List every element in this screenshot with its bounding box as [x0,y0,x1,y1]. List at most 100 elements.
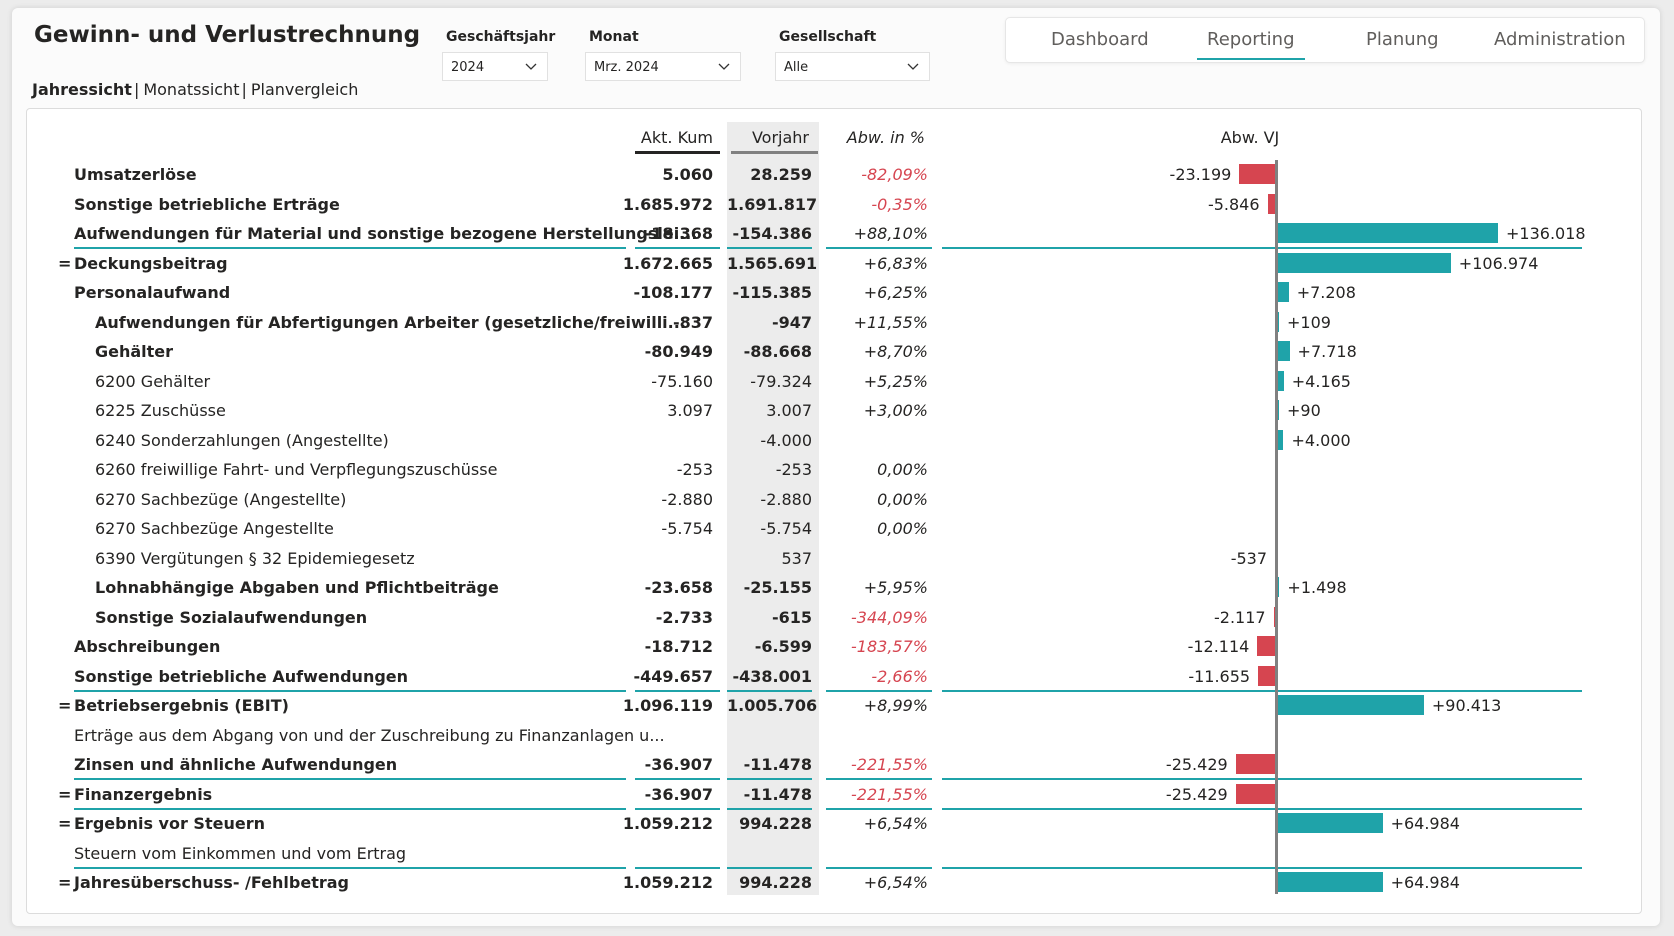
variance-bar[interactable] [1257,636,1277,656]
variance-bar[interactable] [1235,754,1277,774]
nav-dashboard[interactable]: Dashboard [1051,29,1149,50]
variance-bar[interactable] [1258,666,1277,686]
variance-bar[interactable] [1277,430,1284,450]
table-row[interactable]: = Finanzergebnis -36.907 -11.478 -221,55% -25… [0,780,1674,810]
table-row[interactable]: 6270 Sachbezüge (Angestellte) -2.880 -2.88… [0,485,1674,514]
table-row[interactable]: 6390 Vergütungen § 32 Epidemiegesetz 537 -… [0,544,1674,573]
table-row[interactable]: 6260 freiwillige Fahrt- und Verpflegungs… [0,455,1674,484]
nav-reporting[interactable]: Reporting [1197,29,1304,60]
prior-year-column-background [727,122,819,895]
view-monthly[interactable]: Monatssicht [143,80,240,99]
table-row[interactable]: = Ergebnis vor Steuern 1.059.212 994.228 +6,… [0,809,1674,838]
table-row[interactable]: 6240 Sonderzahlungen (Angestellte) -4.000… [0,426,1674,455]
variance-axis [1275,160,1278,894]
row-label: Jahresüberschuss- /Fehlbetrag [74,873,349,892]
column-header-abw-vj[interactable]: Abw. VJ [1220,128,1280,147]
variance-bar[interactable] [1277,577,1280,597]
variance-label: -11.655 [1188,667,1251,686]
cell-akt: -18.712 [644,637,713,656]
variance-bar[interactable] [1277,341,1290,361]
cell-abw-pct: -344,09% [851,608,928,627]
table-row[interactable]: 6270 Sachbezüge Angestellte -5.754 -5.754 0… [0,514,1674,543]
table-row[interactable]: Aufwendungen für Material und sonstige b… [0,219,1674,249]
variance-bar[interactable] [1277,312,1279,332]
variance-label: +4.000 [1291,431,1351,450]
table-row[interactable]: Sonstige betriebliche Aufwendungen -449.6… [0,662,1674,692]
variance-label: +106.974 [1458,254,1539,273]
table-row[interactable]: 6225 Zuschüsse 3.097 3.007 +3,00% +90 [0,396,1674,425]
column-header-vorjahr[interactable]: Vorjahr [751,128,809,147]
variance-bar[interactable] [1277,371,1284,391]
cell-vj: -4.000 [760,431,812,450]
view-plan-comparison[interactable]: Planvergleich [250,80,359,99]
variance-bar[interactable] [1267,194,1277,214]
view-separator: | [133,80,140,99]
table-row[interactable]: Zinsen und ähnliche Aufwendungen -36.907 -… [0,750,1674,780]
table-row[interactable]: Sonstige Sozialaufwendungen -2.733 -615 -34… [0,603,1674,632]
variance-label: +136.018 [1506,224,1586,243]
total-divider [826,808,932,810]
cell-abw-pct: -221,55% [851,755,928,774]
cell-vj: -11.478 [743,755,812,774]
column-header-akt-kum[interactable]: Akt. Kum [640,128,713,147]
table-row[interactable]: Steuern vom Einkommen und vom Ertrag [0,839,1674,869]
nav-planung[interactable]: Planung [1366,29,1439,50]
variance-bar[interactable] [1277,400,1279,420]
table-row[interactable]: Sonstige betriebliche Erträge 1.685.972 1.… [0,190,1674,219]
cell-abw-pct: -183,57% [851,637,928,656]
year-dropdown[interactable]: 2024 [442,52,548,81]
chevron-down-icon [718,63,730,70]
cell-vj: -25.155 [743,578,812,597]
table-row[interactable]: = Betriebsergebnis (EBIT) 1.096.119 1.005.7… [0,691,1674,720]
view-switcher: Jahressicht | Monatssicht | Planvergleich [32,80,360,99]
cell-akt: -449.657 [633,667,713,686]
variance-bar[interactable] [1277,695,1424,715]
company-dropdown[interactable]: Alle [775,52,930,81]
nav-administration[interactable]: Administration [1494,29,1626,50]
variance-bar[interactable] [1239,164,1277,184]
variance-bar[interactable] [1235,784,1277,804]
variance-bar[interactable] [1277,282,1289,302]
table-row[interactable]: 6200 Gehälter -75.160 -79.324 +5,25% +4.165 [0,367,1674,396]
variance-bar[interactable] [1277,872,1383,892]
total-divider [826,247,932,249]
variance-label: +4.165 [1291,372,1351,391]
table-row[interactable]: Umsatzerlöse 5.060 28.259 -82,09% -23.199 [0,160,1674,189]
table-row[interactable]: Gehälter -80.949 -88.668 +8,70% +7.718 [0,337,1674,366]
table-row[interactable]: = Jahresüberschuss- /Fehlbetrag 1.059.212 9… [0,868,1674,897]
variance-bar[interactable] [1277,253,1451,273]
cell-vj: -11.478 [743,785,812,804]
cell-akt: -5.754 [661,519,713,538]
table-row[interactable]: Aufwendungen für Abfertigungen Arbeiter … [0,308,1674,337]
table-row[interactable]: = Deckungsbeitrag 1.672.665 1.565.691 +6,83%… [0,249,1674,278]
cell-vj: -615 [771,608,812,627]
row-label: Umsatzerlöse [74,165,197,184]
variance-label: -25.429 [1165,755,1228,774]
cell-akt: -36.907 [644,755,713,774]
total-divider [942,247,1582,249]
chevron-down-icon [907,63,919,70]
row-label: 6225 Zuschüsse [95,401,226,420]
variance-bar[interactable] [1277,223,1498,243]
column-header-abw-pct[interactable]: Abw. in % [846,128,925,147]
variance-bar[interactable] [1277,813,1383,833]
cell-abw-pct: +8,99% [863,696,928,715]
variance-label: +7.208 [1296,283,1356,302]
month-dropdown[interactable]: Mrz. 2024 [585,52,741,81]
table-row[interactable]: Erträge aus dem Abgang von und der Zusch… [0,721,1674,750]
cell-vj: 1.691.817 [727,195,818,214]
top-navigation: Dashboard Reporting Planung Administrati… [1005,17,1645,63]
total-divider [74,690,626,692]
table-row[interactable]: Abschreibungen -18.712 -6.599 -183,57% -12.1… [0,632,1674,661]
table-row[interactable]: Personalaufwand -108.177 -115.385 +6,25% +7.… [0,278,1674,307]
variance-label: -12.114 [1187,637,1250,656]
cell-abw-pct: +6,25% [863,283,928,302]
cell-akt: -2.733 [655,608,713,627]
total-divider [635,867,720,869]
page-title: Gewinn- und Verlustrechnung [34,22,421,48]
total-divider [826,690,932,692]
table-row[interactable]: Lohnabhängige Abgaben und Pflichtbeiträg… [0,573,1674,602]
view-yearly[interactable]: Jahressicht [32,80,132,99]
variance-label: +7.718 [1297,342,1357,361]
cell-vj: -947 [771,313,812,332]
